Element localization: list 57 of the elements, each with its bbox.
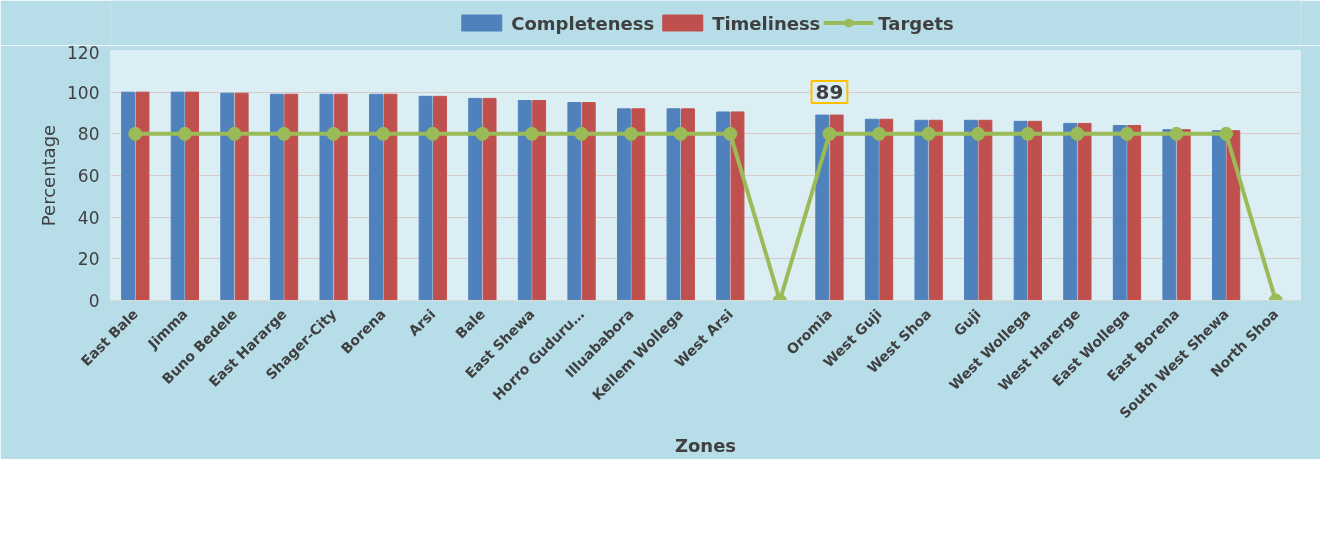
bar (121, 91, 136, 301)
bar (220, 92, 235, 301)
bar (1112, 125, 1127, 301)
bar (1211, 130, 1226, 301)
bar (170, 91, 185, 301)
bar (815, 114, 830, 301)
y-tick-label: 60 (77, 166, 100, 186)
bar (482, 97, 497, 301)
bar (433, 95, 447, 301)
bar (716, 111, 731, 301)
y-axis-title: Percentage (38, 124, 60, 227)
bar (978, 119, 993, 301)
y-tick-label: 20 (77, 249, 100, 270)
annotation: 89 (815, 80, 844, 105)
x-axis-title: Zones (674, 435, 737, 457)
y-tick-label: 40 (77, 207, 100, 228)
bar (468, 97, 483, 301)
legend-label: Timeliness (712, 12, 821, 33)
bar (680, 108, 695, 301)
bar (532, 100, 547, 301)
bar (1028, 120, 1042, 301)
y-tick-label: 80 (77, 124, 100, 145)
bar (581, 102, 596, 301)
y-tick-label: 100 (67, 82, 100, 103)
bar (1226, 130, 1241, 301)
bar (1013, 120, 1028, 301)
bar (284, 93, 299, 301)
bar (666, 108, 681, 301)
bar (1063, 122, 1078, 301)
y-tick-label: 120 (67, 42, 100, 63)
bar (1077, 122, 1092, 301)
bar (369, 93, 383, 301)
bar (914, 119, 929, 301)
bar (1127, 125, 1142, 301)
legend-label: Targets (878, 12, 954, 33)
bar (517, 100, 532, 301)
bar (567, 102, 582, 301)
legend-label: Completeness (511, 12, 655, 33)
bar (730, 111, 745, 301)
bar (333, 93, 348, 301)
bar (319, 93, 334, 301)
bar (1162, 129, 1177, 301)
bar (269, 93, 284, 301)
bar (829, 114, 844, 301)
bar (234, 92, 249, 301)
bar (185, 91, 200, 301)
y-tick-label: 0 (88, 291, 100, 311)
bar (631, 108, 646, 301)
bar (1176, 129, 1191, 301)
bar (879, 118, 894, 301)
bar (418, 95, 433, 301)
bar (135, 91, 150, 301)
bar (864, 118, 879, 301)
bar (383, 93, 398, 301)
bar (964, 119, 978, 301)
bar (928, 119, 943, 301)
bar (616, 108, 631, 301)
